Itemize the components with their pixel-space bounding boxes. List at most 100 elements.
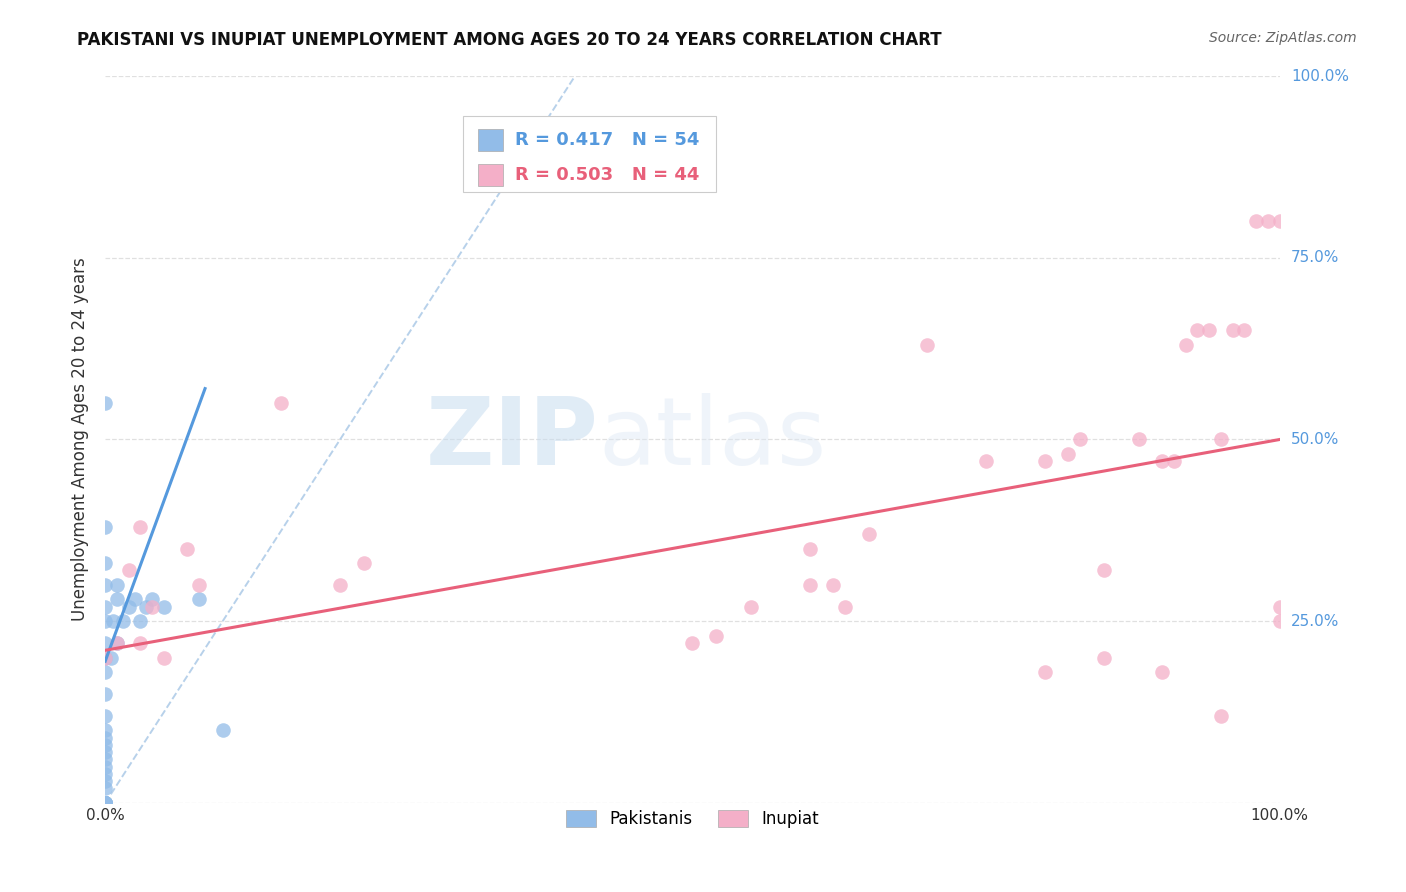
Point (118, 563, 141, 577)
Point (103, 614, 125, 628)
Point (129, 614, 152, 628)
Point (94, 556, 117, 570)
Point (858, 527, 880, 541)
Point (1092, 650, 1115, 665)
Point (94, 796, 117, 810)
Point (1268, 614, 1291, 628)
Point (105, 592, 128, 607)
Point (94, 796, 117, 810)
Point (740, 599, 762, 614)
Point (329, 578, 352, 592)
Text: ZIP: ZIP (426, 393, 599, 485)
Point (1244, 214, 1267, 228)
Point (823, 578, 845, 592)
Point (1257, 214, 1279, 228)
Point (834, 599, 856, 614)
Point (1069, 433, 1091, 447)
Point (1174, 338, 1197, 352)
Point (94, 396, 117, 410)
Point (1222, 323, 1244, 337)
Point (94, 752, 117, 766)
Point (105, 636, 128, 650)
Point (94, 796, 117, 810)
Text: atlas: atlas (599, 393, 827, 485)
Point (111, 614, 134, 628)
Point (270, 396, 292, 410)
Legend: Pakistanis, Inupiat: Pakistanis, Inupiat (560, 803, 825, 835)
Point (188, 592, 211, 607)
Point (94, 796, 117, 810)
Point (141, 599, 163, 614)
Point (94, 796, 117, 810)
Point (94, 796, 117, 810)
Point (94, 796, 117, 810)
Point (94, 796, 117, 810)
Point (94, 745, 117, 759)
Point (974, 454, 997, 468)
Point (94, 774, 117, 789)
Point (141, 592, 163, 607)
Point (105, 636, 128, 650)
Point (94, 578, 117, 592)
Point (94, 687, 117, 701)
Point (682, 636, 704, 650)
Point (94, 796, 117, 810)
Point (94, 796, 117, 810)
Point (124, 592, 146, 607)
Point (153, 650, 176, 665)
Bar (464, 116, 716, 193)
Point (94, 796, 117, 810)
Point (211, 723, 233, 738)
Text: 75.0%: 75.0% (1291, 251, 1339, 265)
Point (1209, 708, 1232, 723)
Point (94, 796, 117, 810)
Point (1033, 454, 1056, 468)
Point (1209, 433, 1232, 447)
Point (799, 541, 821, 556)
Point (94, 767, 117, 781)
Point (188, 578, 211, 592)
Point (94, 731, 117, 745)
Point (94, 519, 117, 533)
Text: 100.0%: 100.0% (1291, 69, 1348, 84)
Point (94, 614, 117, 628)
Point (105, 578, 128, 592)
Point (118, 599, 141, 614)
Text: 25.0%: 25.0% (1291, 614, 1339, 629)
Point (153, 599, 176, 614)
Point (94, 759, 117, 773)
Point (94, 796, 117, 810)
Point (94, 650, 117, 665)
Point (100, 650, 122, 665)
Point (1128, 433, 1150, 447)
Point (1233, 323, 1256, 337)
Point (799, 578, 821, 592)
Point (94, 665, 117, 679)
Point (94, 796, 117, 810)
Point (1163, 454, 1185, 468)
Point (94, 650, 117, 665)
Text: PAKISTANI VS INUPIAT UNEMPLOYMENT AMONG AGES 20 TO 24 YEARS CORRELATION CHART: PAKISTANI VS INUPIAT UNEMPLOYMENT AMONG … (77, 31, 942, 49)
Point (1198, 323, 1220, 337)
Bar (478, 164, 503, 186)
Point (94, 796, 117, 810)
Point (94, 738, 117, 752)
Point (917, 338, 939, 352)
Point (1092, 563, 1115, 577)
Text: R = 0.417   N = 54: R = 0.417 N = 54 (515, 131, 700, 149)
Point (704, 629, 727, 643)
Point (94, 708, 117, 723)
Text: R = 0.503   N = 44: R = 0.503 N = 44 (515, 166, 700, 184)
Point (94, 723, 117, 738)
Point (94, 796, 117, 810)
Point (94, 796, 117, 810)
Point (94, 796, 117, 810)
Point (176, 541, 198, 556)
Point (94, 781, 117, 796)
Point (94, 636, 117, 650)
Point (1268, 599, 1291, 614)
Point (353, 556, 375, 570)
Point (1152, 454, 1174, 468)
Point (1268, 214, 1291, 228)
Point (1187, 323, 1209, 337)
